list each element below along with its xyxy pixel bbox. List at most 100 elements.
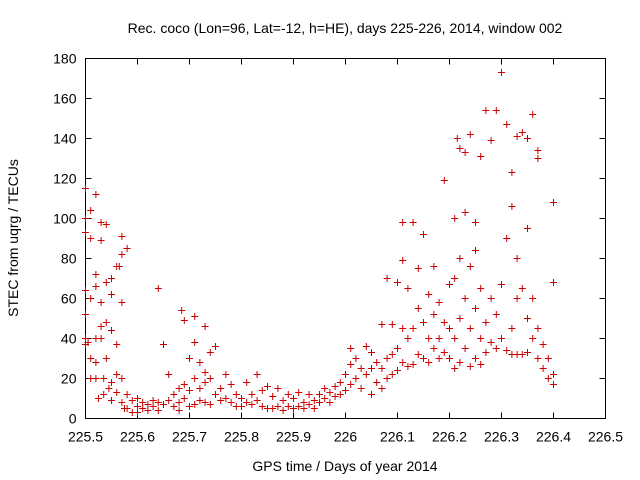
- data-point: [446, 325, 453, 332]
- data-point: [248, 401, 256, 408]
- data-point: [305, 401, 313, 408]
- data-point: [466, 325, 474, 332]
- data-point: [274, 385, 282, 392]
- data-point: [388, 321, 396, 328]
- data-point: [435, 299, 443, 306]
- data-point: [404, 285, 412, 292]
- data-point: [472, 247, 479, 254]
- data-point: [466, 263, 474, 270]
- x-tick-label: 225.7: [172, 429, 207, 445]
- data-point: [503, 121, 511, 128]
- data-point: [113, 389, 121, 396]
- data-point: [118, 251, 126, 258]
- data-point: [368, 349, 375, 356]
- data-point: [227, 399, 235, 406]
- data-point: [160, 341, 167, 348]
- data-point: [394, 279, 401, 286]
- data-point: [97, 299, 105, 306]
- data-point: [102, 319, 110, 326]
- data-point: [544, 355, 552, 362]
- data-point: [524, 225, 531, 232]
- data-point: [206, 349, 214, 356]
- data-point: [191, 401, 199, 408]
- data-point: [461, 345, 469, 352]
- data-point: [227, 381, 235, 388]
- data-point: [139, 405, 147, 412]
- x-tick-label: 226.5: [588, 429, 623, 445]
- data-point: [482, 107, 490, 114]
- data-point: [503, 347, 511, 354]
- data-point: [440, 177, 448, 184]
- data-point: [414, 351, 422, 358]
- data-point: [477, 285, 485, 292]
- data-point: [170, 391, 178, 398]
- x-tick-label: 225.6: [120, 429, 155, 445]
- data-point: [550, 279, 557, 286]
- y-tick-label: 100: [53, 211, 77, 227]
- data-point: [258, 387, 266, 394]
- data-point: [347, 361, 355, 368]
- data-point: [513, 255, 521, 262]
- data-point: [466, 363, 474, 370]
- data-point: [310, 397, 318, 404]
- data-point: [414, 265, 422, 272]
- data-point: [115, 263, 123, 270]
- data-point: [388, 351, 396, 358]
- data-point: [342, 371, 349, 378]
- data-point: [191, 313, 199, 320]
- data-point: [487, 295, 495, 302]
- data-point: [461, 149, 469, 156]
- data-point: [513, 295, 521, 302]
- data-point: [357, 385, 365, 392]
- data-point: [82, 335, 89, 342]
- data-point: [524, 349, 531, 356]
- data-point: [279, 397, 287, 404]
- data-point: [472, 355, 479, 362]
- data-point: [430, 345, 438, 352]
- data-point: [453, 135, 461, 142]
- data-point: [409, 219, 417, 226]
- x-axis-label: GPS time / Days of year 2014: [252, 458, 437, 474]
- data-point: [399, 219, 407, 226]
- data-point: [269, 405, 277, 412]
- data-point: [331, 393, 339, 400]
- data-point: [212, 343, 219, 350]
- data-point: [92, 271, 100, 278]
- data-point: [503, 235, 511, 242]
- data-point: [217, 397, 225, 404]
- data-point: [534, 147, 542, 154]
- data-point: [264, 383, 271, 390]
- y-tick-label: 20: [61, 371, 77, 387]
- data-point: [446, 281, 453, 288]
- data-point: [217, 385, 225, 392]
- data-point: [420, 319, 427, 326]
- data-point: [409, 325, 417, 332]
- data-point: [347, 345, 355, 352]
- y-tick-label: 60: [61, 291, 77, 307]
- data-point: [420, 355, 427, 362]
- data-point: [201, 369, 209, 376]
- data-point: [196, 397, 204, 404]
- data-point: [258, 403, 266, 410]
- data-point: [123, 391, 131, 398]
- data-point: [378, 385, 386, 392]
- data-point: [191, 339, 199, 346]
- data-point: [534, 325, 542, 332]
- data-point: [300, 405, 308, 412]
- y-tick-label: 180: [53, 51, 77, 67]
- data-point: [472, 219, 479, 226]
- data-point: [108, 327, 115, 334]
- data-point: [100, 391, 108, 398]
- data-point: [513, 133, 521, 140]
- data-point: [186, 403, 193, 410]
- y-tick-label: 140: [53, 131, 77, 147]
- data-point: [310, 405, 318, 412]
- data-point: [404, 363, 412, 370]
- data-point: [425, 359, 433, 366]
- data-point: [97, 237, 105, 244]
- data-point: [414, 305, 422, 312]
- data-point: [82, 311, 89, 318]
- data-point: [144, 407, 152, 414]
- data-point: [430, 263, 438, 270]
